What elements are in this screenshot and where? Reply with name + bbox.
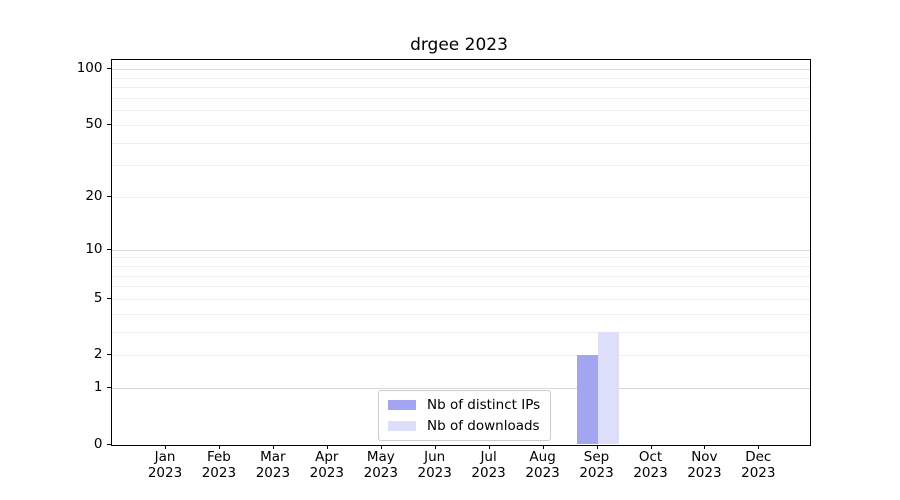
- y-tickmark: [106, 248, 111, 250]
- x-tickmark: [650, 444, 652, 449]
- minor-gridline: [111, 110, 810, 112]
- minor-gridline: [111, 197, 810, 198]
- minor-gridline: [111, 355, 810, 357]
- x-tick-label: Aug 2023: [525, 449, 560, 481]
- x-tick-label: Dec 2023: [741, 449, 776, 481]
- legend-label-distinct-ips: Nb of distinct IPs: [427, 397, 541, 413]
- x-tick-label: Apr 2023: [309, 449, 344, 481]
- y-tickmark: [106, 297, 111, 299]
- minor-gridline: [111, 165, 810, 167]
- bar-distinct-ips: [576, 355, 598, 445]
- x-tick-label: Oct 2023: [633, 449, 668, 481]
- minor-gridline: [111, 142, 810, 144]
- legend-label-downloads: Nb of downloads: [427, 418, 540, 434]
- x-tickmark: [218, 444, 220, 449]
- y-tickmark: [106, 387, 111, 389]
- minor-gridline: [111, 275, 810, 277]
- legend-entry-distinct-ips: Nb of distinct IPs: [388, 397, 540, 413]
- y-tick-label: 10: [85, 240, 103, 257]
- y-tick-label: 20: [85, 188, 103, 204]
- y-tick-label: 1: [93, 379, 103, 396]
- legend: Nb of distinct IPs Nb of downloads: [378, 390, 552, 441]
- y-tick-label: 50: [85, 115, 103, 132]
- minor-gridline: [111, 298, 810, 300]
- x-tick-label: Sep 2023: [579, 449, 614, 481]
- y-tickmark: [106, 68, 111, 70]
- y-tick-label: 5: [93, 289, 103, 306]
- legend-swatch-downloads-icon: [388, 421, 416, 431]
- y-tickmark: [106, 123, 111, 125]
- y-tick-label: 0: [93, 435, 103, 452]
- minor-gridline: [111, 265, 810, 267]
- minor-gridline: [111, 98, 810, 99]
- x-tickmark: [542, 444, 544, 449]
- minor-gridline: [111, 331, 810, 333]
- x-tick-label: Feb 2023: [201, 449, 237, 481]
- x-tick-label: Jan 2023: [147, 449, 183, 481]
- x-tickmark: [380, 444, 382, 449]
- x-tickmark: [596, 444, 598, 449]
- minor-gridline: [111, 87, 810, 89]
- minor-gridline: [111, 77, 810, 79]
- x-tickmark: [272, 444, 274, 449]
- minor-gridline: [111, 313, 810, 315]
- x-tick-label: Nov 2023: [687, 449, 722, 481]
- y-tickmark: [106, 443, 111, 445]
- major-gridline: [111, 69, 810, 71]
- x-tickmark: [326, 444, 328, 449]
- x-tick-label: Mar 2023: [255, 449, 291, 481]
- y-tickmark: [106, 196, 111, 197]
- y-tick-label: 100: [76, 60, 103, 77]
- x-tickmark: [434, 444, 436, 449]
- legend-swatch-distinct-ips-icon: [388, 400, 416, 410]
- legend-entry-downloads: Nb of downloads: [388, 418, 540, 434]
- x-tickmark: [758, 444, 760, 449]
- minor-gridline: [111, 124, 810, 126]
- x-tickmark: [488, 444, 490, 449]
- plot-area: [110, 58, 811, 446]
- x-tickmark: [704, 444, 706, 449]
- major-gridline: [111, 388, 810, 390]
- x-tick-label: May 2023: [363, 449, 398, 481]
- x-tick-label: Jun 2023: [417, 449, 452, 481]
- minor-gridline: [111, 286, 810, 288]
- x-tickmark: [165, 444, 166, 449]
- y-tickmark: [106, 354, 111, 356]
- x-tick-label: Jul 2023: [471, 449, 506, 481]
- major-gridline: [111, 249, 810, 251]
- y-tick-label: 2: [93, 346, 103, 363]
- minor-gridline: [111, 257, 810, 259]
- bar-downloads: [597, 331, 619, 445]
- chart-title: drgee 2023: [410, 35, 508, 55]
